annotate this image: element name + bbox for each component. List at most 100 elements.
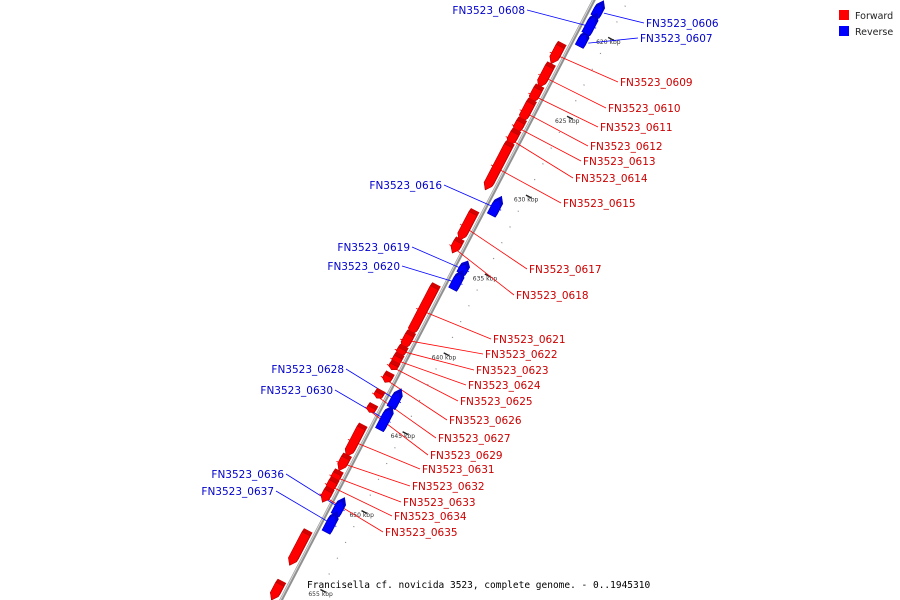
gene-labels: FN3523_0606 FN3523_0607 FN3523_0608 FN3523_… — [201, 5, 719, 539]
axis-tick-label: 650 kbp — [349, 512, 374, 519]
gene-label[interactable]: FN3523_0615 — [563, 198, 636, 210]
label-leader-line — [275, 490, 337, 527]
gene-unlabeled-feature — [288, 528, 313, 566]
gene-front-face — [288, 531, 311, 566]
axis-tick-minor — [583, 84, 585, 86]
axis-tick-minor — [558, 131, 561, 134]
gene-FN3523_0610-feature — [537, 61, 556, 88]
axis-tick-minor — [616, 21, 618, 23]
gene-label[interactable]: FN3523_0631 — [422, 464, 495, 476]
axis-tick-minor — [435, 368, 437, 370]
gene-front-face — [375, 408, 392, 433]
gene-label[interactable]: FN3523_0634 — [394, 511, 467, 523]
gene-label[interactable]: FN3523_0628 — [271, 364, 344, 376]
gene-label[interactable]: FN3523_0629 — [430, 450, 503, 462]
axis-tick-major — [607, 36, 614, 41]
gene-label[interactable]: FN3523_0610 — [608, 103, 681, 115]
gene-front-face — [537, 64, 554, 88]
gene-label[interactable]: FN3523_0609 — [620, 77, 693, 89]
gene-FN3523_0635-feature — [320, 485, 335, 503]
axis-tick-minor — [624, 5, 626, 7]
axis-tick-minor — [542, 163, 544, 165]
label-leader-line — [390, 357, 467, 386]
gene-FN3523_0629-feature — [366, 402, 379, 413]
gene-label[interactable]: FN3523_0635 — [385, 527, 458, 539]
gene-label[interactable]: FN3523_0620 — [327, 261, 400, 273]
gene-FN3523_0627-feature — [373, 387, 386, 399]
gene-label[interactable]: FN3523_0633 — [403, 497, 476, 509]
label-leader-line — [588, 37, 639, 44]
axis-tick-minor — [336, 557, 339, 559]
gene-label[interactable]: FN3523_0613 — [583, 156, 656, 168]
gene-label[interactable]: FN3523_0625 — [460, 396, 533, 408]
axis-tick-label: 630 kbp — [514, 197, 539, 204]
gene-front-face — [581, 16, 597, 37]
gene-label[interactable]: FN3523_0621 — [493, 334, 566, 346]
gene-front-face — [386, 391, 401, 411]
gene-FN3523_0631-feature — [344, 422, 368, 458]
gene-front-face — [448, 273, 463, 292]
gene-label[interactable]: FN3523_0622 — [485, 349, 558, 361]
gene-label[interactable]: FN3523_0627 — [438, 433, 511, 445]
gene-FN3523_0607-feature — [574, 30, 590, 49]
gene-FN3523_0625-feature — [388, 359, 401, 371]
gene-label[interactable]: FN3523_0619 — [337, 242, 410, 254]
gene-label[interactable]: FN3523_0626 — [449, 415, 522, 427]
axis-tick-minor — [344, 541, 347, 544]
label-leader-line — [505, 136, 574, 179]
gene-label[interactable]: FN3523_0614 — [575, 173, 648, 185]
axis-tick-minor — [468, 305, 470, 307]
label-leader-line — [324, 483, 393, 517]
axis-tick-minor — [427, 383, 429, 386]
label-leader-line — [347, 438, 421, 470]
axis-tick-minor — [599, 52, 602, 55]
gene-label[interactable]: FN3523_0632 — [412, 481, 485, 493]
legend-reverse-swatch — [839, 26, 849, 36]
genome-caption: Francisella cf. novicida 3523, complete … — [307, 580, 650, 591]
gene-FN3523_0630-feature — [375, 405, 394, 433]
label-leader-line — [603, 12, 645, 24]
legend: Forward Reverse — [839, 10, 893, 38]
gene-label[interactable]: FN3523_0617 — [529, 264, 602, 276]
label-leader-line — [364, 406, 429, 456]
label-leader-line — [459, 223, 528, 270]
label-leader-line — [329, 474, 402, 503]
gene-label[interactable]: FN3523_0607 — [640, 33, 713, 45]
label-leader-line — [380, 375, 448, 421]
gene-front-face — [337, 455, 350, 472]
gene-label[interactable]: FN3523_0608 — [452, 5, 525, 17]
label-leader-line — [371, 392, 437, 439]
gene-front-face — [382, 373, 393, 383]
gene-label[interactable]: FN3523_0630 — [260, 385, 333, 397]
axis-tick-major — [402, 431, 409, 436]
gene-front-face — [366, 405, 377, 413]
gene-FN3523_0621-feature — [408, 282, 441, 336]
gene-label[interactable]: FN3523_0616 — [369, 180, 442, 192]
gene-label[interactable]: FN3523_0612 — [590, 141, 663, 153]
axis-tick-label: 620 kbp — [596, 39, 621, 46]
gene-label[interactable]: FN3523_0611 — [600, 122, 673, 134]
genome-backbone — [279, 0, 596, 600]
gene-label[interactable]: FN3523_0636 — [211, 469, 284, 481]
gene-front-face — [549, 44, 565, 65]
axis-tick-label: 655 kbp — [308, 591, 333, 598]
gene-label[interactable]: FN3523_0606 — [646, 18, 719, 30]
gene-label[interactable]: FN3523_0637 — [201, 486, 274, 498]
axis-tick-minor — [550, 147, 552, 149]
axis-tick-label: 635 kbp — [473, 275, 498, 282]
axis-tick-minor — [377, 478, 380, 481]
gene-label[interactable]: FN3523_0618 — [516, 290, 589, 302]
label-leader-line — [386, 364, 459, 402]
label-leader-line — [416, 308, 492, 340]
gene-front-face — [321, 514, 337, 535]
axis-tick-minor — [459, 320, 462, 323]
gene-label[interactable]: FN3523_0623 — [476, 365, 549, 377]
gene-label[interactable]: FN3523_0624 — [468, 380, 541, 392]
gene-front-face — [344, 425, 366, 457]
axis-tick-minor — [328, 573, 330, 575]
gene-front-face — [486, 199, 501, 218]
label-leader-line — [538, 73, 607, 109]
gene-features — [270, 0, 605, 600]
axis-tick-minor — [385, 462, 388, 465]
legend-forward-label: Forward — [855, 11, 893, 22]
